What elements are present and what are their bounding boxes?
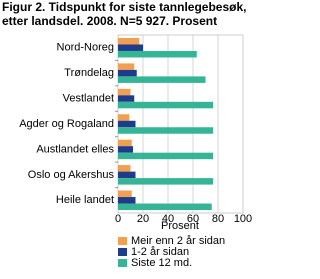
bar <box>118 146 133 153</box>
bar <box>118 69 137 77</box>
y-tick-label: Oslo og Akershus <box>28 169 115 181</box>
bar <box>118 95 135 102</box>
bar <box>118 178 213 185</box>
y-tick-label: Agder og Rogaland <box>19 118 114 130</box>
bar <box>118 50 197 58</box>
x-tick-label: 100 <box>234 213 252 225</box>
bar <box>118 101 213 109</box>
bar <box>118 190 132 198</box>
bar <box>118 197 136 204</box>
plot-area <box>117 34 244 214</box>
x-tick-label: 60 <box>187 213 199 225</box>
bar <box>118 114 130 121</box>
legend-swatch <box>118 237 127 245</box>
bar <box>118 88 131 96</box>
legend-label: Meir enn 2 år sidan <box>131 235 225 247</box>
bar <box>118 76 206 83</box>
bar <box>118 171 136 179</box>
legend-swatch <box>118 259 127 267</box>
x-tick-label: 20 <box>137 213 149 225</box>
x-tick-label: 0 <box>115 213 121 225</box>
bar <box>118 44 143 51</box>
x-axis-label: Prosent <box>161 220 199 232</box>
x-tick-label: 80 <box>212 213 224 225</box>
x-tick-label: 40 <box>162 213 174 225</box>
bar <box>118 127 213 134</box>
legend-label: Siste 12 md. <box>131 257 192 269</box>
bar <box>118 120 136 128</box>
legend-swatch <box>118 248 127 256</box>
y-tick-label: Vestlandet <box>63 92 114 104</box>
bar <box>118 152 213 160</box>
y-tick-label: Trøndelag <box>64 67 114 79</box>
bar <box>118 165 131 172</box>
bar <box>118 139 132 147</box>
chart: Figur 2. Tidspunkt for siste tannlegebes… <box>2 0 252 269</box>
y-tick-label: Nord-Noreg <box>57 42 114 54</box>
bar <box>118 37 140 45</box>
bar <box>118 203 212 211</box>
y-tick-label: Austlandet elles <box>36 143 114 155</box>
chart-title: etter landsdel. 2008. N=5 927. Prosent <box>2 14 217 28</box>
chart-title: Figur 2. Tidspunkt for siste tannlegebes… <box>2 0 247 14</box>
legend-label: 1-2 år sidan <box>131 246 189 258</box>
y-tick-label: Heile landet <box>56 194 114 206</box>
bar <box>118 63 135 70</box>
